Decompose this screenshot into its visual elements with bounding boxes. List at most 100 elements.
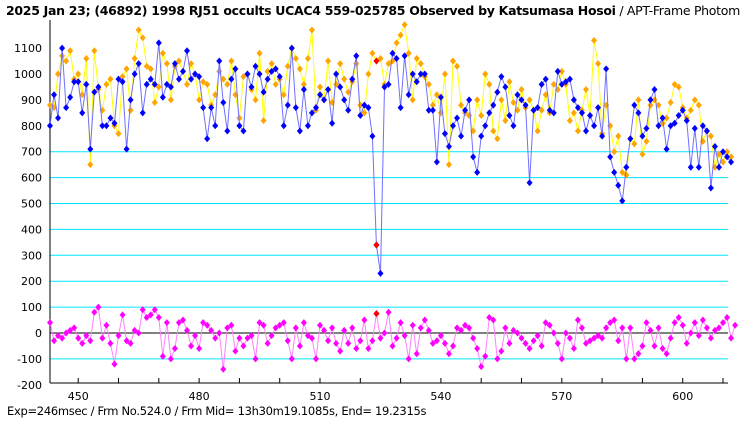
data-point-difference	[83, 332, 90, 340]
series-difference	[47, 303, 739, 373]
data-point-difference	[184, 326, 191, 334]
data-point-target	[591, 122, 598, 130]
data-point-difference	[325, 337, 332, 345]
data-point-target	[228, 75, 235, 83]
data-point-difference	[671, 319, 678, 327]
data-point-difference	[570, 345, 577, 353]
y-tick-label: 200	[21, 275, 42, 288]
y-tick-label: -100	[17, 353, 42, 366]
data-point-target	[51, 91, 58, 99]
data-point-target	[445, 143, 452, 151]
data-point-comparison	[498, 96, 505, 104]
data-point-comparison	[280, 91, 287, 99]
series-target	[47, 39, 735, 277]
data-point-difference	[703, 324, 710, 332]
data-point-comparison	[607, 122, 614, 130]
series-line-comparison	[49, 22, 732, 176]
data-point-target	[659, 114, 666, 122]
data-point-difference	[458, 326, 465, 334]
data-point-difference	[699, 316, 706, 324]
data-point-difference	[200, 319, 207, 327]
data-point-comparison	[591, 36, 598, 44]
data-point-difference	[91, 308, 98, 316]
data-point-difference	[486, 313, 493, 321]
data-point-difference	[175, 319, 182, 327]
data-point-target	[321, 96, 328, 104]
data-point-target	[405, 91, 412, 99]
y-tick-label: 900	[21, 94, 42, 107]
chart-title-main: 2025 Jan 23; (46892) 1998 RJ51 occults U…	[6, 3, 616, 18]
data-point-comparison	[67, 47, 74, 55]
data-point-comparison	[534, 127, 541, 135]
data-point-comparison	[691, 96, 698, 104]
data-point-difference	[687, 329, 694, 337]
data-point-target	[264, 75, 271, 83]
data-point-target	[631, 101, 638, 109]
data-point-target	[450, 122, 456, 130]
data-point-target	[389, 49, 396, 57]
data-point-target	[365, 104, 372, 112]
y-tick-label: 600	[21, 172, 42, 185]
data-point-difference	[562, 329, 569, 337]
data-point-difference	[720, 319, 727, 327]
data-point-difference	[304, 332, 311, 340]
data-point-target	[707, 184, 714, 192]
y-tick-label: -200	[17, 379, 42, 392]
data-point-comparison	[200, 78, 207, 86]
data-point-target	[534, 104, 541, 112]
data-point-comparison	[454, 62, 461, 70]
data-point-difference	[127, 339, 134, 347]
data-point-difference	[655, 324, 662, 332]
data-point-target	[268, 67, 275, 75]
data-point-comparison	[224, 80, 231, 88]
data-point-difference	[454, 324, 461, 332]
data-point-difference	[365, 345, 372, 353]
data-point-target	[595, 104, 602, 112]
data-point-difference	[643, 319, 650, 327]
data-point-comparison	[377, 54, 384, 62]
data-point-target	[679, 106, 686, 114]
data-point-difference	[603, 324, 610, 332]
data-point-target	[433, 158, 440, 166]
data-point-difference	[143, 313, 150, 321]
data-point-target	[615, 181, 622, 189]
data-point-comparison	[163, 60, 170, 68]
data-point-difference	[228, 321, 235, 329]
data-point-target	[643, 124, 650, 132]
data-point-comparison	[728, 153, 735, 161]
data-point-comparison	[663, 114, 670, 122]
data-point-target	[317, 91, 324, 99]
data-point-difference	[99, 334, 106, 342]
data-point-difference	[308, 334, 315, 342]
data-point-comparison	[502, 117, 509, 125]
data-point-comparison	[292, 54, 299, 62]
data-point-comparison	[264, 67, 271, 75]
data-point-target	[466, 96, 473, 104]
data-point-difference	[147, 311, 154, 319]
data-point-comparison	[611, 148, 618, 156]
data-point-target	[627, 135, 634, 143]
data-point-difference	[389, 342, 396, 350]
highlight-point	[373, 310, 380, 318]
data-point-difference	[292, 324, 299, 332]
data-point-comparison	[566, 117, 573, 125]
data-point-target	[474, 168, 481, 176]
data-point-target	[502, 83, 509, 91]
data-point-difference	[554, 339, 561, 347]
data-point-difference	[647, 326, 654, 334]
data-point-comparison	[425, 80, 432, 88]
data-point-difference	[466, 324, 473, 332]
data-point-target	[546, 106, 553, 114]
data-point-target	[75, 78, 82, 86]
data-point-difference	[405, 355, 412, 363]
data-point-difference	[518, 334, 525, 342]
data-point-target	[163, 80, 170, 88]
data-point-comparison	[220, 75, 227, 83]
data-point-target	[280, 122, 287, 130]
data-point-difference	[139, 306, 146, 314]
data-point-target	[570, 96, 577, 104]
data-point-comparison	[558, 67, 565, 75]
data-point-target	[151, 80, 158, 88]
data-point-comparison	[47, 101, 53, 109]
